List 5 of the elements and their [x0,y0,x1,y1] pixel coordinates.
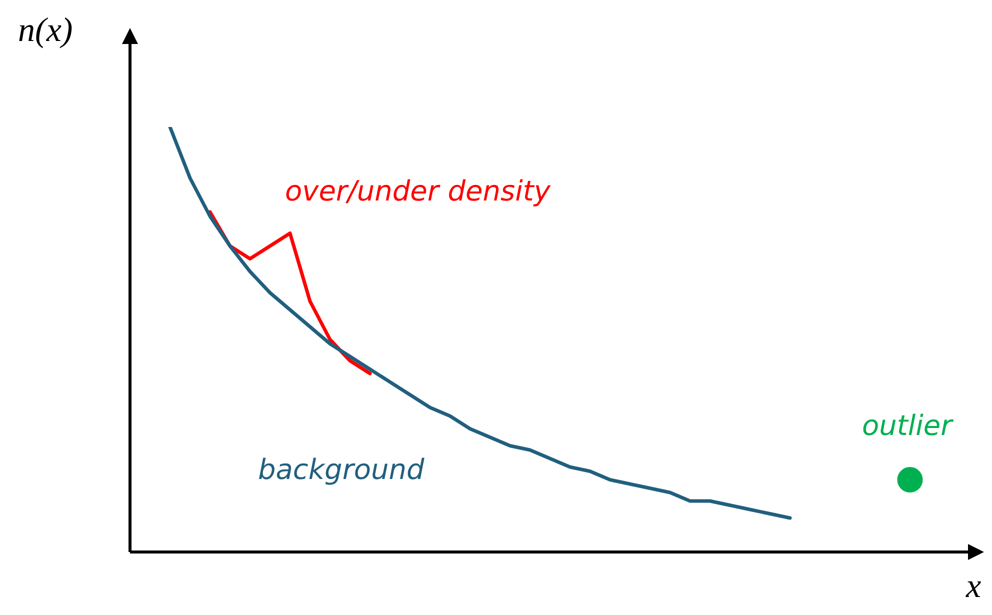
x-axis-title: x [966,568,982,606]
series-label: over/under density [285,174,551,208]
series-label: background [258,452,424,486]
series-label: outlier [862,409,954,442]
y-axis-title: n(x) [18,12,73,50]
